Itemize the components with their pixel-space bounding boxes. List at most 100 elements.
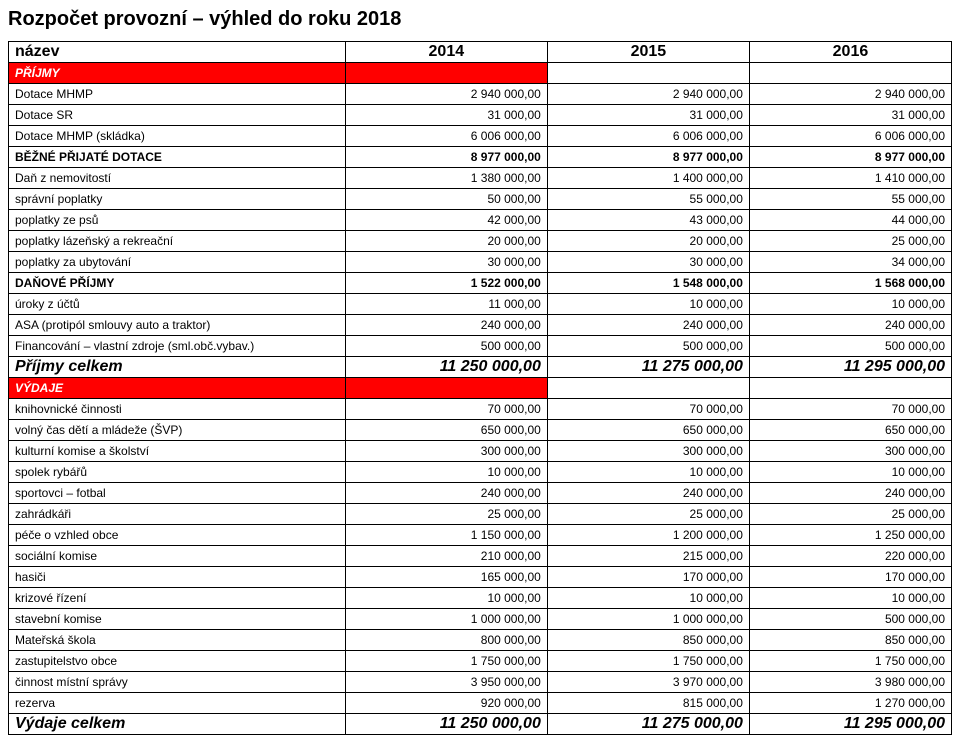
cell-y3: 3 980 000,00 — [749, 672, 951, 693]
table-row: VÝDAJE — [9, 378, 952, 399]
cell-y1: 300 000,00 — [345, 441, 547, 462]
cell-y2: 240 000,00 — [547, 483, 749, 504]
cell-y1: 42 000,00 — [345, 210, 547, 231]
table-row: BĚŽNÉ PŘIJATÉ DOTACE8 977 000,008 977 00… — [9, 147, 952, 168]
row-label: péče o vzhled obce — [9, 525, 346, 546]
section-spacer — [749, 378, 951, 399]
cell-y1: 1 380 000,00 — [345, 168, 547, 189]
cell-y1: 210 000,00 — [345, 546, 547, 567]
section-spacer — [749, 63, 951, 84]
budget-table: název201420152016PŘÍJMYDotace MHMP2 940 … — [8, 41, 952, 735]
cell-y1: 70 000,00 — [345, 399, 547, 420]
cell-y3: 10 000,00 — [749, 294, 951, 315]
cell-y1: 20 000,00 — [345, 231, 547, 252]
row-label: sociální komise — [9, 546, 346, 567]
cell-y2: 240 000,00 — [547, 315, 749, 336]
row-label: DAŇOVÉ PŘÍJMY — [9, 273, 346, 294]
cell-y1: 11 250 000,00 — [345, 357, 547, 378]
row-label: volný čas dětí a mládeže (ŠVP) — [9, 420, 346, 441]
table-row: poplatky za ubytování30 000,0030 000,003… — [9, 252, 952, 273]
cell-y3: 34 000,00 — [749, 252, 951, 273]
cell-y3: 70 000,00 — [749, 399, 951, 420]
row-label: spolek rybářů — [9, 462, 346, 483]
cell-y1: 920 000,00 — [345, 693, 547, 714]
table-row: knihovnické činnosti70 000,0070 000,0070… — [9, 399, 952, 420]
table-row: správní poplatky50 000,0055 000,0055 000… — [9, 189, 952, 210]
cell-y2: 1 400 000,00 — [547, 168, 749, 189]
table-row: Mateřská škola800 000,00850 000,00850 00… — [9, 630, 952, 651]
cell-y2: 11 275 000,00 — [547, 714, 749, 735]
cell-y2: 55 000,00 — [547, 189, 749, 210]
cell-y3: 6 006 000,00 — [749, 126, 951, 147]
cell-y2: 300 000,00 — [547, 441, 749, 462]
cell-y3: 500 000,00 — [749, 609, 951, 630]
table-row: sociální komise210 000,00215 000,00220 0… — [9, 546, 952, 567]
header-y1: 2014 — [345, 42, 547, 63]
row-label: Dotace SR — [9, 105, 346, 126]
table-row: Příjmy celkem11 250 000,0011 275 000,001… — [9, 357, 952, 378]
table-row: sportovci – fotbal240 000,00240 000,0024… — [9, 483, 952, 504]
cell-y2: 25 000,00 — [547, 504, 749, 525]
cell-y1: 50 000,00 — [345, 189, 547, 210]
row-label: kulturní komise a školství — [9, 441, 346, 462]
cell-y2: 30 000,00 — [547, 252, 749, 273]
cell-y2: 8 977 000,00 — [547, 147, 749, 168]
row-label: poplatky lázeňský a rekreační — [9, 231, 346, 252]
row-label: zastupitelstvo obce — [9, 651, 346, 672]
table-row: poplatky ze psů42 000,0043 000,0044 000,… — [9, 210, 952, 231]
row-label: Příjmy celkem — [9, 357, 346, 378]
row-label: správní poplatky — [9, 189, 346, 210]
row-label: Dotace MHMP (skládka) — [9, 126, 346, 147]
cell-y2: 11 275 000,00 — [547, 357, 749, 378]
row-label: Výdaje celkem — [9, 714, 346, 735]
table-row: hasiči165 000,00170 000,00170 000,00 — [9, 567, 952, 588]
cell-y1: 6 006 000,00 — [345, 126, 547, 147]
table-row: Dotace MHMP (skládka)6 006 000,006 006 0… — [9, 126, 952, 147]
cell-y1: 1 150 000,00 — [345, 525, 547, 546]
row-label: stavební komise — [9, 609, 346, 630]
cell-y1: 3 950 000,00 — [345, 672, 547, 693]
cell-y3: 1 568 000,00 — [749, 273, 951, 294]
row-label: poplatky ze psů — [9, 210, 346, 231]
cell-y3: 300 000,00 — [749, 441, 951, 462]
row-label: krizové řízení — [9, 588, 346, 609]
cell-y3: 25 000,00 — [749, 231, 951, 252]
cell-y1: 1 750 000,00 — [345, 651, 547, 672]
table-row: Financování – vlastní zdroje (sml.obč.vy… — [9, 336, 952, 357]
section-spacer — [345, 378, 547, 399]
table-row: PŘÍJMY — [9, 63, 952, 84]
table-row: péče o vzhled obce1 150 000,001 200 000,… — [9, 525, 952, 546]
cell-y2: 215 000,00 — [547, 546, 749, 567]
cell-y2: 500 000,00 — [547, 336, 749, 357]
table-row: činnost místní správy3 950 000,003 970 0… — [9, 672, 952, 693]
cell-y1: 2 940 000,00 — [345, 84, 547, 105]
cell-y1: 1 522 000,00 — [345, 273, 547, 294]
cell-y2: 20 000,00 — [547, 231, 749, 252]
row-label: úroky z účtů — [9, 294, 346, 315]
section-label: VÝDAJE — [9, 378, 346, 399]
cell-y2: 10 000,00 — [547, 588, 749, 609]
cell-y2: 650 000,00 — [547, 420, 749, 441]
cell-y2: 43 000,00 — [547, 210, 749, 231]
cell-y2: 10 000,00 — [547, 294, 749, 315]
cell-y1: 240 000,00 — [345, 315, 547, 336]
cell-y3: 11 295 000,00 — [749, 357, 951, 378]
row-label: poplatky za ubytování — [9, 252, 346, 273]
table-row: zastupitelstvo obce1 750 000,001 750 000… — [9, 651, 952, 672]
cell-y2: 1 548 000,00 — [547, 273, 749, 294]
table-row: stavební komise1 000 000,001 000 000,005… — [9, 609, 952, 630]
table-row: rezerva920 000,00815 000,001 270 000,00 — [9, 693, 952, 714]
cell-y2: 1 200 000,00 — [547, 525, 749, 546]
cell-y3: 10 000,00 — [749, 462, 951, 483]
section-label: PŘÍJMY — [9, 63, 346, 84]
cell-y1: 10 000,00 — [345, 462, 547, 483]
row-label: Mateřská škola — [9, 630, 346, 651]
cell-y3: 8 977 000,00 — [749, 147, 951, 168]
row-label: Daň z nemovitostí — [9, 168, 346, 189]
cell-y3: 650 000,00 — [749, 420, 951, 441]
cell-y1: 500 000,00 — [345, 336, 547, 357]
cell-y2: 70 000,00 — [547, 399, 749, 420]
section-spacer — [345, 63, 547, 84]
cell-y3: 1 270 000,00 — [749, 693, 951, 714]
row-label: hasiči — [9, 567, 346, 588]
